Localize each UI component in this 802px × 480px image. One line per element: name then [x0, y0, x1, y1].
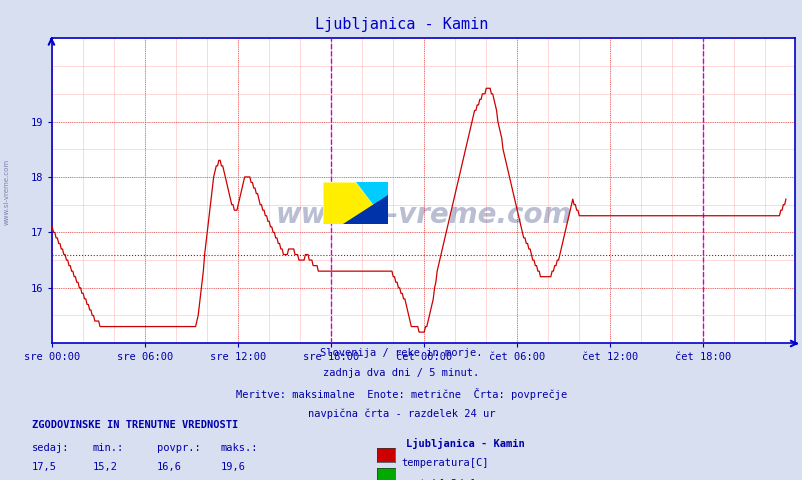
Text: Ljubljanica - Kamin: Ljubljanica - Kamin	[314, 17, 488, 32]
Text: Ljubljanica - Kamin: Ljubljanica - Kamin	[405, 438, 524, 449]
Text: www.si-vreme.com: www.si-vreme.com	[275, 201, 571, 229]
Text: Slovenija / reke in morje.: Slovenija / reke in morje.	[320, 348, 482, 358]
Text: sedaj:: sedaj:	[32, 443, 70, 453]
Text: povpr.:: povpr.:	[156, 443, 200, 453]
Text: www.si-vreme.com: www.si-vreme.com	[3, 159, 10, 225]
Text: zadnja dva dni / 5 minut.: zadnja dva dni / 5 minut.	[323, 368, 479, 378]
Polygon shape	[323, 182, 387, 224]
Text: 16,6: 16,6	[156, 462, 181, 472]
Text: pretok[m3/s]: pretok[m3/s]	[401, 479, 476, 480]
Text: Meritve: maksimalne  Enote: metrične  Črta: povprečje: Meritve: maksimalne Enote: metrične Črta…	[236, 388, 566, 400]
Text: ZGODOVINSKE IN TRENUTNE VREDNOSTI: ZGODOVINSKE IN TRENUTNE VREDNOSTI	[32, 420, 238, 430]
Text: navpična črta - razdelek 24 ur: navpična črta - razdelek 24 ur	[307, 408, 495, 419]
Polygon shape	[342, 195, 387, 224]
Text: temperatura[C]: temperatura[C]	[401, 458, 488, 468]
Text: maks.:: maks.:	[221, 443, 258, 453]
Text: 15,2: 15,2	[92, 462, 117, 472]
Text: 17,5: 17,5	[32, 462, 57, 472]
Text: min.:: min.:	[92, 443, 124, 453]
Text: 19,6: 19,6	[221, 462, 245, 472]
Polygon shape	[355, 182, 387, 224]
